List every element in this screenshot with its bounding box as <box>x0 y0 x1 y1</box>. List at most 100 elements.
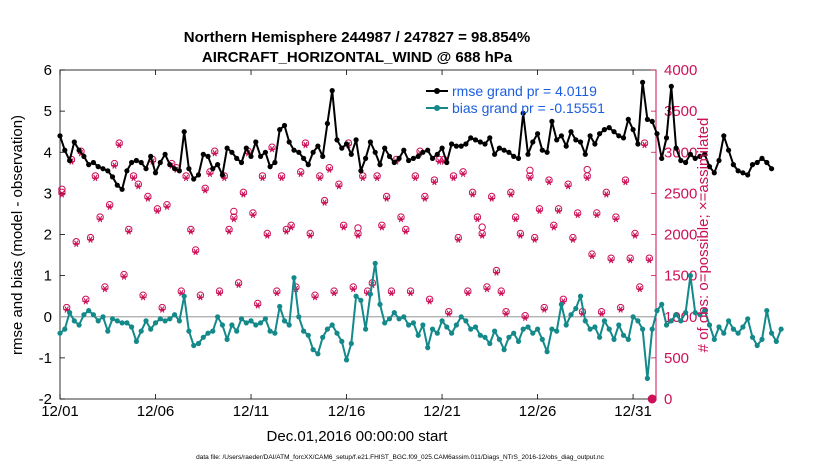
rmse-point <box>577 139 584 145</box>
count-possible-marker <box>134 180 143 188</box>
count-assimilated-marker <box>445 310 453 317</box>
count-possible-marker <box>507 188 515 197</box>
rmse-point <box>210 166 216 172</box>
bias-point <box>81 312 87 318</box>
y-left-tick-label: 6 <box>44 62 52 79</box>
count-assimilated-marker <box>588 252 596 260</box>
bias-point <box>468 326 474 332</box>
count-possible-marker <box>330 287 338 295</box>
rmse-point <box>353 137 359 143</box>
count-possible-marker <box>62 303 71 312</box>
count-possible-marker <box>402 225 410 234</box>
count-star-stroke <box>389 289 394 297</box>
bias-point <box>759 336 765 342</box>
x-tick-label: 12/06 <box>137 403 175 420</box>
count-assimilated-marker <box>111 162 118 169</box>
count-star-stroke <box>355 232 361 239</box>
bias-point <box>62 326 68 332</box>
rmse-point <box>535 131 541 137</box>
count-possible-marker <box>488 192 496 201</box>
count-assimilated-marker <box>507 191 515 198</box>
rmse-point <box>625 116 631 122</box>
bias-point <box>286 322 292 328</box>
count-assimilated-marker <box>464 289 472 297</box>
bias-point <box>668 318 674 324</box>
bias-point <box>520 326 526 332</box>
bias-point <box>754 342 760 349</box>
count-star-stroke <box>637 285 642 293</box>
count-assimilated-marker <box>645 256 653 264</box>
count-possible-marker <box>631 229 639 238</box>
y-right-tick-label: 0 <box>664 391 672 408</box>
x-tick-label: 12/26 <box>519 403 557 420</box>
count-assimilated-marker <box>91 174 99 182</box>
count-assimilated-marker <box>512 215 519 223</box>
rmse-point <box>434 151 440 157</box>
bias-point <box>649 326 655 332</box>
count-possible-marker <box>268 143 276 151</box>
rmse-point <box>420 149 426 155</box>
count-possible-marker <box>296 168 305 176</box>
count-assimilated-marker <box>378 224 386 231</box>
count-assimilated-marker <box>564 182 572 190</box>
count-star-stroke <box>608 256 614 264</box>
count-assimilated-marker <box>426 298 434 305</box>
count-star-stroke <box>537 207 542 215</box>
count-possible-marker <box>430 176 439 184</box>
rmse-point <box>215 162 221 168</box>
rmse-point <box>181 129 187 135</box>
count-star-stroke <box>365 289 370 297</box>
count-star-stroke <box>432 178 437 186</box>
count-assimilated-marker <box>411 174 419 182</box>
count-assimilated-marker <box>459 170 467 178</box>
count-star-stroke <box>265 232 270 239</box>
legend-label-rmse: rmse grand pr = 4.0119 <box>452 83 597 99</box>
rmse-point <box>272 159 278 166</box>
bias-point <box>143 318 149 324</box>
rmse-point <box>114 182 120 188</box>
rmse-point <box>644 116 651 122</box>
rmse-point <box>415 153 421 159</box>
bias-point <box>683 310 689 316</box>
rmse-point <box>554 137 560 143</box>
rmse-point <box>262 149 268 155</box>
count-assimilated-marker <box>321 199 328 206</box>
rmse-point <box>630 127 636 133</box>
count-possible-marker <box>82 295 90 303</box>
count-assimilated-marker <box>144 195 152 202</box>
bias-point <box>367 291 373 297</box>
count-possible-marker <box>406 287 415 295</box>
rmse-point <box>544 149 550 155</box>
count-star-stroke <box>570 236 576 243</box>
rmse-point <box>492 151 498 157</box>
count-possible-marker <box>464 287 472 295</box>
count-star-stroke <box>83 298 88 305</box>
rmse-point <box>749 162 756 168</box>
count-possible-marker <box>564 180 572 188</box>
count-star-stroke <box>398 215 404 223</box>
count-assimilated-marker <box>249 211 257 219</box>
count-assimilated-marker <box>130 174 137 182</box>
count-star-stroke <box>260 174 265 182</box>
rmse-point <box>444 159 450 166</box>
rmse-point <box>253 139 259 145</box>
count-assimilated-marker <box>483 285 491 293</box>
count-star-stroke <box>112 162 117 169</box>
bias-point <box>549 326 555 332</box>
x-tick-label: 12/11 <box>233 403 269 420</box>
count-star-stroke <box>379 224 385 231</box>
count-assimilated-marker <box>407 289 414 297</box>
count-star-stroke <box>336 182 342 190</box>
bias-point <box>119 320 125 326</box>
count-assimilated-marker <box>192 248 200 256</box>
bias-point <box>554 328 560 334</box>
legend: rmse grand pr = 4.0119 bias grand pr = -… <box>426 83 605 116</box>
rmse-point <box>286 139 292 145</box>
bias-point <box>573 305 579 312</box>
count-assimilated-marker <box>421 195 429 202</box>
rmse-point <box>439 145 445 151</box>
count-possible-marker <box>569 233 577 242</box>
count-assimilated-marker <box>216 289 223 297</box>
bias-point <box>305 332 311 338</box>
count-possible-marker <box>530 233 539 242</box>
